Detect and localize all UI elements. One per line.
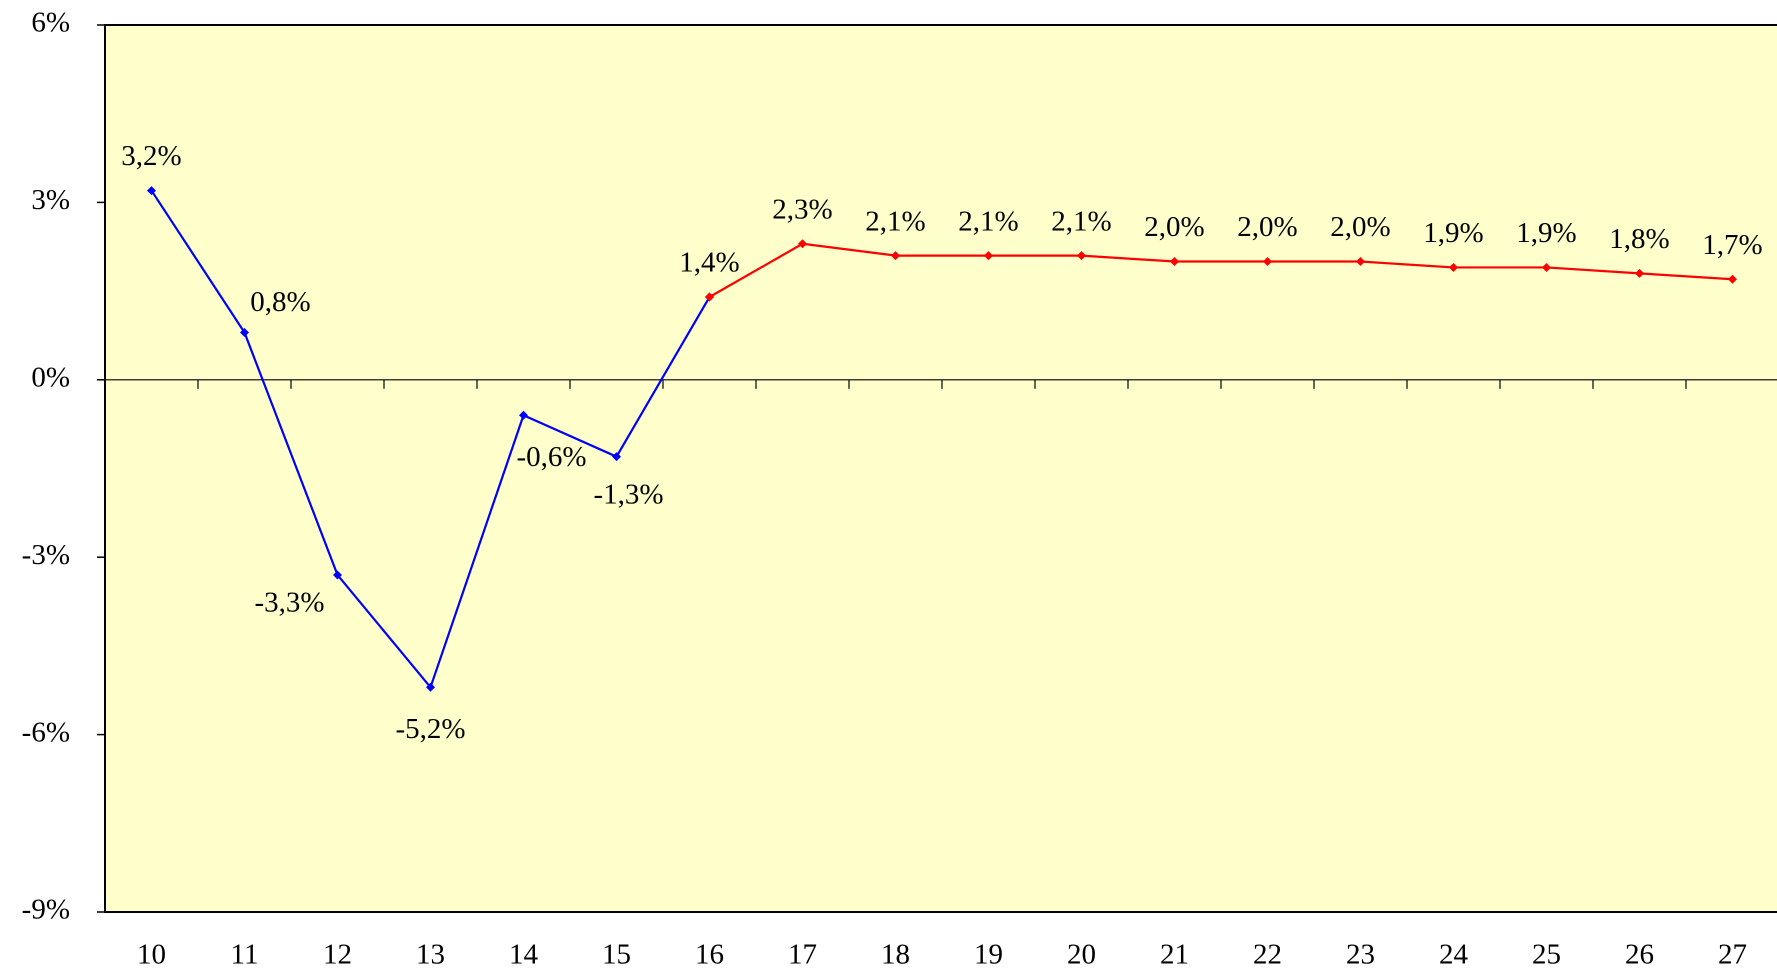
data-label: 2,1% bbox=[958, 205, 1018, 237]
data-label: 1,9% bbox=[1516, 217, 1576, 249]
x-tick-label: 19 bbox=[974, 939, 1003, 971]
plot-area bbox=[104, 24, 1777, 913]
x-tick-label: 18 bbox=[881, 939, 910, 971]
data-label: 1,9% bbox=[1423, 217, 1483, 249]
y-tick-label: -6% bbox=[22, 716, 70, 748]
y-tick-label: 3% bbox=[31, 184, 70, 216]
point-marker bbox=[1170, 257, 1179, 267]
y-tick-label: -9% bbox=[22, 894, 70, 926]
x-tick-label: 13 bbox=[416, 939, 445, 971]
x-tick-label: 22 bbox=[1253, 939, 1282, 971]
data-label: 0,8% bbox=[250, 286, 310, 318]
point-marker bbox=[1728, 274, 1737, 284]
data-label: 2,0% bbox=[1330, 211, 1390, 243]
data-label: 3,2% bbox=[121, 140, 181, 172]
data-label: 2,0% bbox=[1144, 211, 1204, 243]
point-marker bbox=[426, 682, 435, 692]
point-marker bbox=[705, 292, 714, 302]
x-tick-label: 15 bbox=[602, 939, 631, 971]
y-tick-label: -3% bbox=[22, 539, 70, 571]
point-marker bbox=[519, 410, 528, 420]
x-tick-label: 20 bbox=[1067, 939, 1096, 971]
y-tick-label: 6% bbox=[31, 7, 70, 39]
point-marker bbox=[984, 251, 993, 261]
x-tick-label: 25 bbox=[1532, 939, 1561, 971]
x-tick-label: 14 bbox=[509, 939, 539, 971]
point-marker bbox=[1356, 257, 1365, 267]
data-label: -3,3% bbox=[254, 587, 324, 619]
data-label: -0,6% bbox=[516, 441, 586, 473]
data-label: -1,3% bbox=[593, 478, 663, 510]
x-tick-label: 26 bbox=[1625, 939, 1654, 971]
data-label: 2,1% bbox=[1051, 205, 1111, 237]
point-marker bbox=[1542, 262, 1551, 272]
series-line bbox=[708, 242, 1733, 298]
x-tick-label: 24 bbox=[1439, 939, 1469, 971]
data-label: 2,1% bbox=[865, 205, 925, 237]
point-marker bbox=[1263, 257, 1272, 267]
point-marker bbox=[1635, 268, 1644, 278]
x-tick-label: 27 bbox=[1718, 939, 1747, 971]
data-label: 2,3% bbox=[772, 193, 832, 225]
point-marker bbox=[891, 251, 900, 261]
data-label: 1,4% bbox=[679, 247, 739, 279]
point-marker bbox=[1077, 251, 1086, 261]
x-tick-label: 17 bbox=[788, 939, 817, 971]
y-tick-label: 0% bbox=[31, 361, 70, 393]
data-label: 1,7% bbox=[1702, 229, 1762, 261]
data-label: 2,0% bbox=[1237, 211, 1297, 243]
point-marker bbox=[1449, 262, 1458, 272]
data-label: -5,2% bbox=[395, 713, 465, 745]
point-marker bbox=[798, 239, 807, 249]
x-tick-label: 16 bbox=[695, 939, 724, 971]
x-tick-label: 21 bbox=[1160, 939, 1189, 971]
x-tick-label: 23 bbox=[1346, 939, 1375, 971]
x-tick-label: 11 bbox=[231, 939, 259, 971]
point-marker bbox=[240, 327, 249, 337]
point-marker bbox=[612, 452, 621, 462]
data-label: 1,8% bbox=[1609, 223, 1669, 255]
point-marker bbox=[333, 570, 342, 580]
x-tick-label: 10 bbox=[137, 939, 166, 971]
point-marker bbox=[147, 186, 156, 196]
x-tick-label: 12 bbox=[323, 939, 352, 971]
